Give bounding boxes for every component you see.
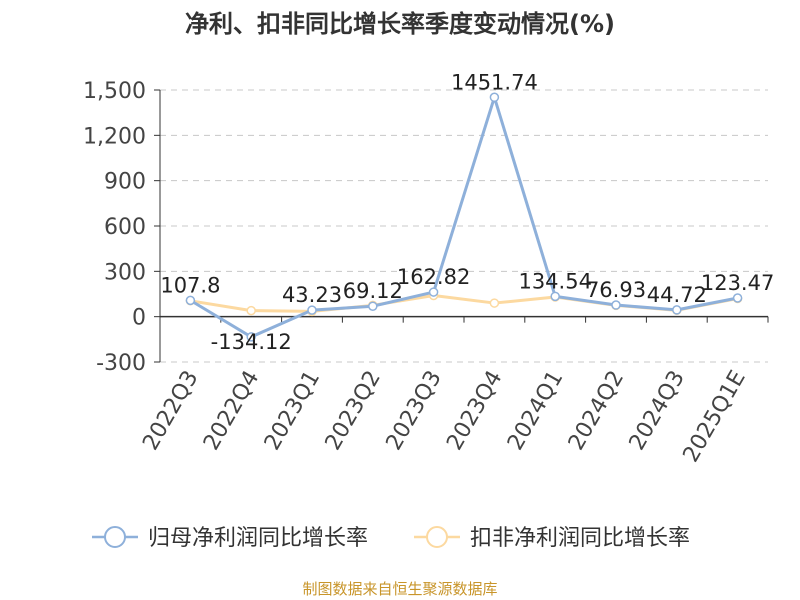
- data-label: 44.72: [647, 283, 707, 307]
- source-note: 制图数据来自恒生聚源数据库: [302, 580, 497, 598]
- data-label: 107.8: [160, 273, 220, 297]
- data-point: [489, 298, 500, 308]
- data-point: [550, 291, 560, 302]
- x-tick-label: 2024Q1: [503, 367, 568, 455]
- y-tick-label: -300: [96, 351, 146, 376]
- x-tick-label: 2022Q4: [199, 367, 264, 455]
- legend-item[interactable]: 扣非净利润同比增长率: [414, 526, 690, 551]
- chart-title: 净利、扣非同比增长率季度变动情况(%): [185, 10, 615, 38]
- series-group: [185, 92, 743, 342]
- data-label: 69.12: [343, 279, 403, 303]
- data-label: 162.82: [397, 265, 470, 289]
- grid-lines: [160, 89, 768, 363]
- data-point: [185, 295, 196, 306]
- legend-marker: [426, 526, 448, 548]
- legend-marker: [104, 526, 126, 548]
- y-tick-label: 300: [104, 260, 146, 285]
- y-tick-label: 1,500: [83, 79, 146, 104]
- y-tick-label: 900: [104, 170, 146, 195]
- data-label: 1451.74: [451, 70, 538, 94]
- y-tick-label: 0: [132, 306, 146, 331]
- data-point: [246, 305, 256, 316]
- x-tick-label: 2024Q2: [564, 367, 629, 455]
- x-tick-label: 2023Q2: [321, 367, 386, 455]
- data-point: [611, 300, 621, 310]
- x-tick-label: 2023Q4: [442, 367, 507, 455]
- legend[interactable]: 归母净利润同比增长率 扣非净利润同比增长率: [92, 526, 690, 551]
- data-point: [307, 305, 317, 315]
- x-tick-label: 2023Q1: [260, 367, 325, 455]
- data-point: [732, 293, 743, 303]
- y-tick-label: 600: [104, 215, 146, 240]
- data-label: 76.93: [586, 278, 646, 302]
- series-line: [189, 95, 738, 339]
- data-point: [368, 301, 378, 311]
- x-tick-label: 2023Q3: [381, 366, 446, 454]
- data-point: [246, 332, 256, 342]
- legend-label: 归母净利润同比增长率: [148, 526, 368, 551]
- x-tick-label: 2024Q3: [625, 367, 690, 455]
- data-label: -134.12: [211, 330, 292, 354]
- data-label: 43.23: [282, 283, 342, 307]
- data-point: [672, 305, 682, 315]
- data-point: [489, 92, 500, 103]
- x-tick-label: 2022Q3: [138, 367, 203, 455]
- legend-label: 扣非净利润同比增长率: [470, 526, 690, 551]
- x-tick-label: 2025Q1E: [679, 367, 751, 467]
- data-label: 134.54: [518, 269, 591, 293]
- data-label: 123.47: [701, 271, 774, 295]
- y-tick-label: 1,200: [83, 124, 146, 149]
- legend-item[interactable]: 归母净利润同比增长率: [92, 526, 368, 551]
- data-point: [428, 287, 439, 297]
